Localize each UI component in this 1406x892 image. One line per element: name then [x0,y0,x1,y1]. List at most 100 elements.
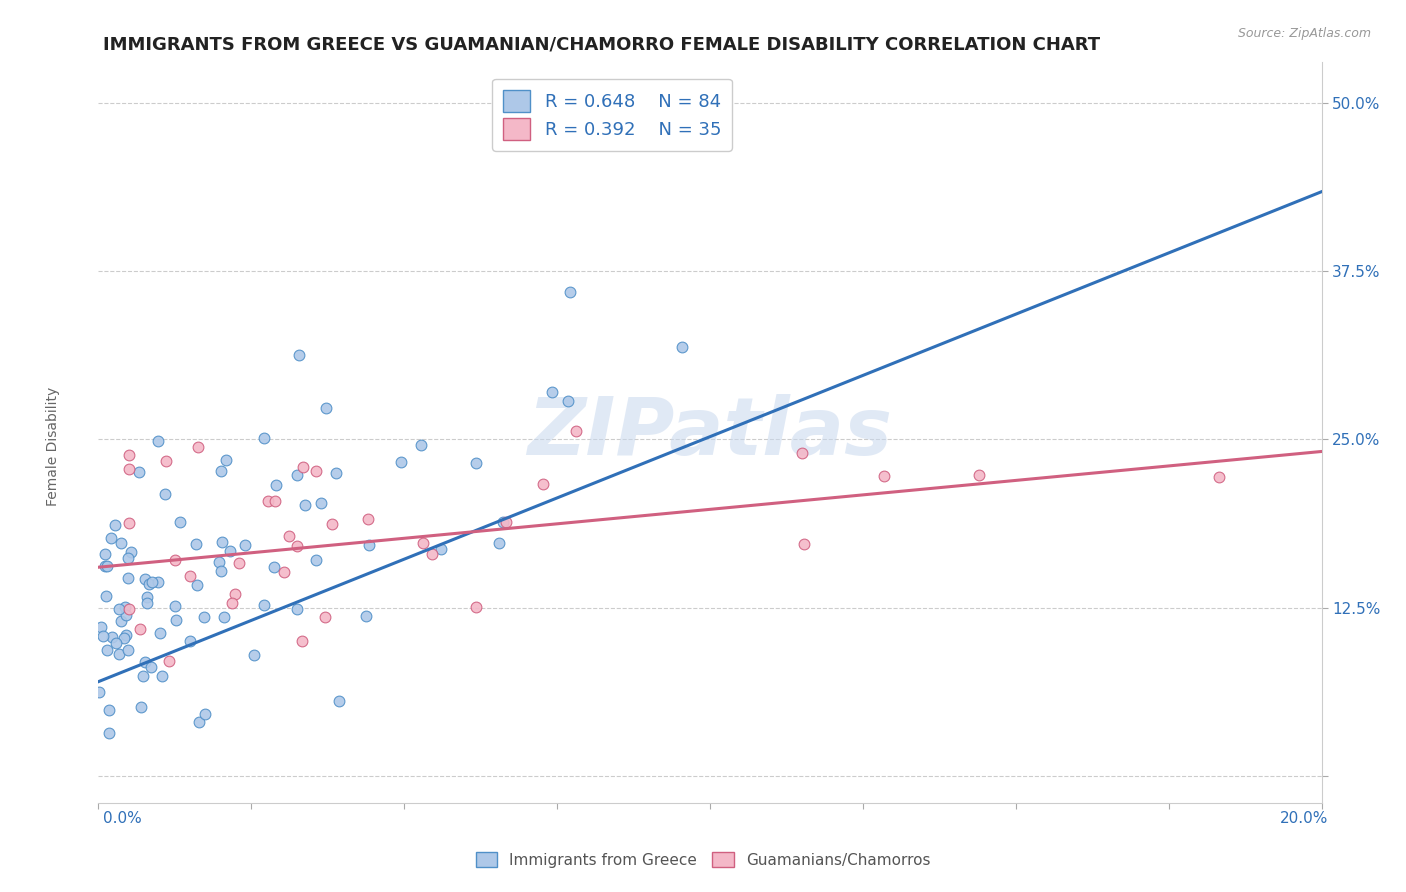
Point [256,494,278,508]
Point [305,464,328,478]
Point [163,599,186,614]
Point [129,699,152,714]
Point [531,477,554,491]
Point [153,487,176,501]
Point [328,694,350,708]
Point [264,477,287,491]
Point [117,551,139,566]
Point [357,538,380,552]
Point [211,535,233,549]
Point [793,537,815,551]
Point [150,669,173,683]
Point [671,340,693,354]
Point [118,462,141,476]
Point [118,449,141,463]
Point [186,578,208,592]
Point [179,569,201,583]
Point [132,669,155,683]
Point [224,587,246,601]
Point [114,600,136,615]
Point [194,706,217,721]
Point [294,499,316,513]
Point [169,515,191,529]
Legend: Immigrants from Greece, Guamanians/Chamorros: Immigrants from Greece, Guamanians/Chamo… [470,846,936,873]
Point [209,464,232,478]
Point [96,590,118,604]
Point [136,590,159,604]
Point [325,466,347,480]
Point [96,558,118,573]
Point [264,494,287,508]
Point [273,566,295,580]
Point [112,631,135,645]
Point [187,440,209,454]
Point [117,643,139,657]
Point [208,556,231,570]
Text: 0.0%: 0.0% [103,812,142,826]
Point [321,516,343,531]
Text: IMMIGRANTS FROM GREECE VS GUAMANIAN/CHAMORRO FEMALE DISABILITY CORRELATION CHART: IMMIGRANTS FROM GREECE VS GUAMANIAN/CHAM… [103,36,1099,54]
Point [96,643,118,657]
Point [558,285,581,300]
Point [97,725,120,739]
Point [134,656,156,670]
Point [309,496,332,510]
Point [187,714,209,729]
Point [557,394,579,409]
Point [141,659,163,673]
Point [110,614,132,628]
Point [285,467,308,482]
Point [209,564,232,578]
Point [357,512,380,526]
Point [91,629,114,643]
Point [252,598,274,612]
Point [93,559,115,574]
Point [165,553,187,567]
Point [464,600,486,615]
Point [118,516,141,531]
Point [100,531,122,545]
Point [97,703,120,717]
Point [104,635,127,649]
Point [146,434,169,449]
Point [214,610,236,624]
Point [149,626,172,640]
Text: ZIPatlas: ZIPatlas [527,393,893,472]
Point [305,553,328,567]
Text: Source: ZipAtlas.com: Source: ZipAtlas.com [1237,27,1371,40]
Point [110,536,132,550]
Point [315,401,337,416]
Point [115,608,138,623]
Point [101,630,124,644]
Point [157,655,180,669]
Point [89,685,111,699]
Point [495,515,517,529]
Point [314,610,336,624]
Point [155,454,177,468]
Point [104,517,127,532]
Point [488,536,510,550]
Point [228,556,250,570]
Point [287,602,309,616]
Point [354,608,377,623]
Point [291,459,314,474]
Point [184,537,207,551]
Point [967,468,990,483]
Point [128,465,150,479]
Point [129,622,152,636]
Point [117,571,139,585]
Point [107,647,129,661]
Text: 20.0%: 20.0% [1281,812,1329,826]
Point [242,648,264,662]
Point [391,455,413,469]
Point [291,633,314,648]
Point [285,539,308,553]
Point [90,620,112,634]
Point [420,547,443,561]
Point [430,541,453,556]
Point [233,538,256,552]
Text: Female Disability: Female Disability [46,386,60,506]
Point [492,515,515,529]
Point [166,613,188,627]
Point [218,544,240,558]
